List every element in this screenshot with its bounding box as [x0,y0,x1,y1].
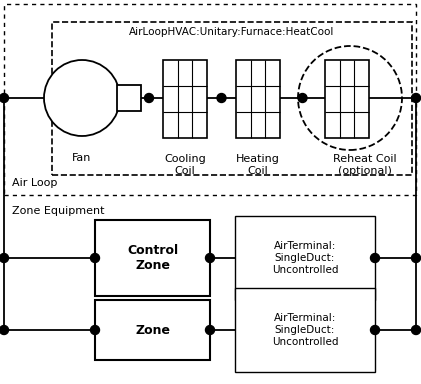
Circle shape [0,326,8,334]
Bar [4,4,416,195]
Text: Air Loop: Air Loop [12,178,57,188]
Circle shape [91,326,99,334]
Bar [235,288,375,372]
Circle shape [411,253,421,263]
Circle shape [44,60,120,136]
Text: Cooling
Coil: Cooling Coil [164,154,206,175]
Text: Fan: Fan [72,153,92,163]
Text: Reheat Coil
(optional): Reheat Coil (optional) [333,154,397,175]
Bar [163,60,207,138]
Bar [325,60,369,138]
Bar [235,216,375,300]
Text: Zone Equipment: Zone Equipment [12,206,104,216]
Text: Heating
Coil: Heating Coil [236,154,280,175]
Text: Control
Zone: Control Zone [127,244,178,272]
Circle shape [0,253,8,263]
Circle shape [144,93,154,103]
Circle shape [370,253,379,263]
Circle shape [411,326,421,334]
Circle shape [370,326,379,334]
Circle shape [91,253,99,263]
Circle shape [411,93,421,103]
Circle shape [0,93,8,103]
Bar [236,60,280,138]
Circle shape [298,93,307,103]
Bar [95,300,210,360]
Bar [117,85,141,111]
Text: AirTerminal:
SingleDuct:
Uncontrolled: AirTerminal: SingleDuct: Uncontrolled [272,242,338,275]
Bar [95,220,210,296]
Text: Zone: Zone [135,323,170,336]
Bar [52,22,412,175]
Text: AirTerminal:
SingleDuct:
Uncontrolled: AirTerminal: SingleDuct: Uncontrolled [272,313,338,347]
Circle shape [217,93,226,103]
Circle shape [205,326,215,334]
Circle shape [205,253,215,263]
Text: AirLoopHVAC:Unitary:Furnace:HeatCool: AirLoopHVAC:Unitary:Furnace:HeatCool [129,27,335,37]
